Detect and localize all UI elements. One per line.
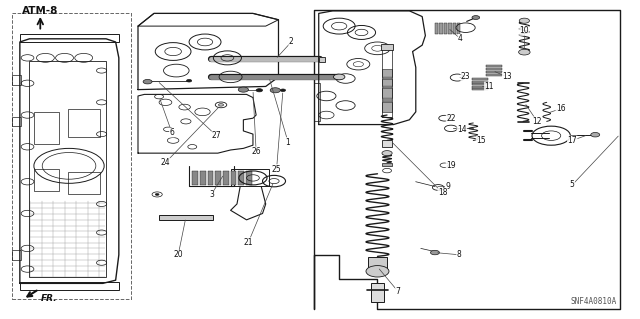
Bar <box>20 34 119 42</box>
Bar <box>230 169 269 187</box>
Circle shape <box>156 194 159 196</box>
Text: 7: 7 <box>396 287 401 296</box>
Bar <box>486 68 502 70</box>
Text: 5: 5 <box>570 181 575 189</box>
Bar <box>383 86 392 88</box>
Bar <box>472 88 488 90</box>
Bar <box>12 75 21 85</box>
Bar <box>215 171 221 185</box>
Text: 18: 18 <box>438 188 447 197</box>
Bar <box>200 171 205 185</box>
Text: 3: 3 <box>209 190 214 199</box>
Bar <box>207 171 213 185</box>
Bar <box>238 171 244 185</box>
Bar <box>223 171 228 185</box>
Text: ATM-8: ATM-8 <box>22 6 58 16</box>
Text: 27: 27 <box>212 131 221 140</box>
Bar <box>29 61 106 277</box>
Circle shape <box>238 87 248 92</box>
Text: 16: 16 <box>556 104 566 113</box>
Circle shape <box>519 18 529 23</box>
Circle shape <box>366 266 389 277</box>
Bar <box>12 13 131 299</box>
Bar <box>192 171 198 185</box>
Text: 14: 14 <box>457 125 467 134</box>
Bar <box>371 283 384 302</box>
Circle shape <box>382 151 392 156</box>
Text: 24: 24 <box>161 158 170 167</box>
Text: 13: 13 <box>502 72 512 81</box>
Bar <box>68 109 100 137</box>
Bar <box>230 171 236 185</box>
Circle shape <box>333 74 345 80</box>
Text: SNF4A0810A: SNF4A0810A <box>570 297 616 306</box>
Text: 19: 19 <box>446 161 456 170</box>
Text: 23: 23 <box>461 72 470 81</box>
Text: 8: 8 <box>457 250 461 259</box>
Bar <box>382 163 392 167</box>
Bar <box>453 23 456 34</box>
Bar <box>368 257 387 271</box>
Text: 9: 9 <box>445 182 450 191</box>
Text: 11: 11 <box>484 82 494 91</box>
Bar <box>34 169 60 191</box>
Bar <box>383 77 392 78</box>
Bar <box>449 23 452 34</box>
Bar <box>472 86 488 88</box>
Bar <box>20 282 119 290</box>
Bar <box>486 71 502 73</box>
Circle shape <box>591 132 600 137</box>
Text: 10: 10 <box>520 26 529 35</box>
Bar <box>382 140 392 147</box>
Bar <box>319 57 325 62</box>
Text: 4: 4 <box>458 34 463 43</box>
Text: 17: 17 <box>568 136 577 145</box>
Circle shape <box>270 88 280 93</box>
Text: 2: 2 <box>289 38 294 47</box>
Bar <box>383 98 392 102</box>
Bar <box>12 250 21 260</box>
Bar <box>486 64 502 67</box>
Circle shape <box>472 16 479 19</box>
Text: 15: 15 <box>476 136 486 145</box>
Bar <box>382 78 392 86</box>
Circle shape <box>256 89 262 92</box>
Bar <box>382 102 392 112</box>
Text: 12: 12 <box>532 117 542 126</box>
Circle shape <box>218 104 223 106</box>
Circle shape <box>518 49 530 55</box>
Bar <box>458 23 461 34</box>
Circle shape <box>280 89 285 92</box>
Circle shape <box>143 79 152 84</box>
Text: 26: 26 <box>252 147 261 156</box>
Bar <box>159 215 213 220</box>
Bar <box>314 83 320 122</box>
Text: 21: 21 <box>244 238 253 247</box>
Text: 1: 1 <box>285 137 291 146</box>
Bar <box>472 83 488 85</box>
Circle shape <box>431 250 440 255</box>
Text: 22: 22 <box>446 114 456 123</box>
Text: 6: 6 <box>170 128 174 137</box>
Bar <box>382 88 392 98</box>
Bar <box>12 117 21 126</box>
Bar <box>381 44 394 50</box>
Bar <box>440 23 443 34</box>
Bar <box>472 78 488 80</box>
Text: FR.: FR. <box>41 294 58 303</box>
Bar <box>246 171 252 185</box>
Text: 25: 25 <box>272 165 282 174</box>
Text: 20: 20 <box>173 250 183 259</box>
Bar <box>382 69 392 77</box>
Bar <box>486 74 502 76</box>
Bar <box>444 23 447 34</box>
Bar <box>435 23 438 34</box>
Bar <box>34 112 60 144</box>
Circle shape <box>186 79 191 82</box>
Bar <box>472 81 488 83</box>
Bar <box>68 172 100 195</box>
